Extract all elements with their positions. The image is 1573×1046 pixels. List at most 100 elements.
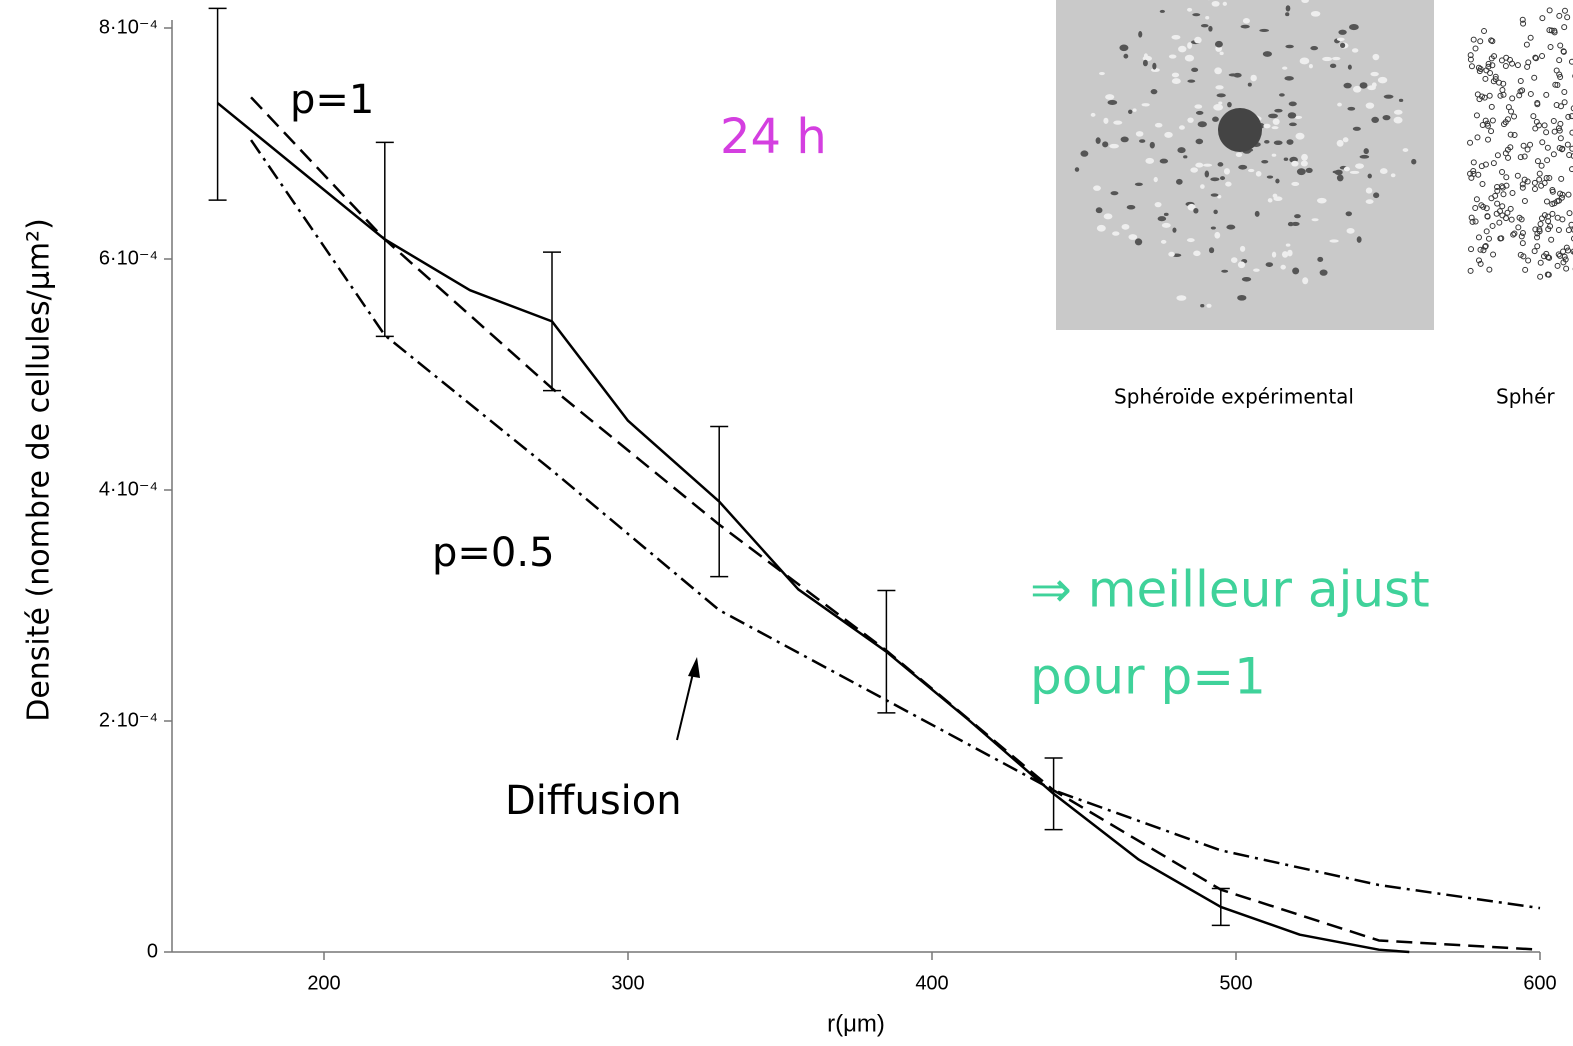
cell <box>1109 143 1119 149</box>
cell <box>1259 28 1270 33</box>
cell <box>1347 106 1356 111</box>
cell <box>1349 24 1359 31</box>
sim-cell <box>1479 181 1486 188</box>
sim-cell <box>1569 145 1573 152</box>
sim-cell <box>1531 74 1538 81</box>
cell <box>1310 45 1319 51</box>
cell <box>1296 168 1306 176</box>
cell <box>1103 213 1113 220</box>
cell <box>1121 224 1130 230</box>
sim-cell <box>1543 198 1550 205</box>
cell <box>1317 256 1324 262</box>
sim-cell <box>1553 102 1560 109</box>
cell <box>1126 204 1136 210</box>
sim-cell <box>1555 125 1562 132</box>
cell <box>1150 68 1160 73</box>
sim-cell <box>1514 172 1521 179</box>
cell <box>1154 201 1162 208</box>
sim-cell <box>1564 14 1571 21</box>
sim-cell <box>1543 175 1550 182</box>
sim-cell <box>1505 154 1512 161</box>
sim-cell <box>1472 45 1479 52</box>
sim-cell <box>1565 113 1572 120</box>
sim-cell <box>1508 216 1515 223</box>
sim-cell <box>1548 27 1555 34</box>
sim-cell <box>1524 178 1531 185</box>
sim-cell <box>1496 208 1503 215</box>
sim-cell <box>1531 179 1538 186</box>
cell <box>1343 82 1352 89</box>
sim-cell <box>1519 16 1526 23</box>
cell <box>1171 72 1180 78</box>
x-tick-label: 200 <box>307 972 340 994</box>
cell <box>1226 224 1236 230</box>
sim-cell <box>1554 81 1561 88</box>
cell <box>1110 191 1119 196</box>
cell <box>1271 126 1279 130</box>
sim-cell <box>1531 186 1538 193</box>
cell <box>1283 157 1289 161</box>
cell <box>1191 67 1199 73</box>
cell <box>1171 34 1181 40</box>
sim-cell <box>1481 28 1488 35</box>
cell <box>1263 123 1271 129</box>
cell <box>1237 294 1247 301</box>
cell <box>1271 153 1277 157</box>
sim-cell <box>1493 210 1500 217</box>
cell <box>1186 238 1195 243</box>
cell <box>1103 117 1109 124</box>
sim-cell <box>1499 184 1506 191</box>
cell <box>1154 122 1163 128</box>
sim-cell <box>1550 151 1557 158</box>
cell <box>1352 85 1362 93</box>
sim-cell <box>1510 231 1517 238</box>
cell <box>1285 44 1294 49</box>
curve <box>250 139 1541 910</box>
sim-cell <box>1503 174 1510 181</box>
cell <box>1294 115 1303 119</box>
sim-cell <box>1483 228 1490 235</box>
cell <box>1248 168 1255 173</box>
cell <box>1099 71 1105 76</box>
cell <box>1204 170 1210 178</box>
sim-cell <box>1568 58 1573 65</box>
cell <box>1205 16 1210 20</box>
cell <box>1190 167 1198 173</box>
cell <box>1208 25 1213 32</box>
sim-cell <box>1534 99 1541 106</box>
cell <box>1291 181 1300 187</box>
sim-cell <box>1543 91 1550 98</box>
cell <box>1262 51 1272 57</box>
sim-cell <box>1514 62 1521 69</box>
sim-cell <box>1524 146 1531 153</box>
cell <box>1351 48 1359 53</box>
cell <box>1240 24 1250 29</box>
sim-cell <box>1570 235 1573 242</box>
cell <box>1255 170 1262 177</box>
x-tick-label: 300 <box>611 972 644 994</box>
cell <box>1210 193 1219 197</box>
cell <box>1285 12 1290 17</box>
cell <box>1219 51 1224 56</box>
sim-cell <box>1564 141 1571 148</box>
cell <box>1200 304 1205 308</box>
sim-cell <box>1570 248 1573 255</box>
sim-cell <box>1475 64 1482 71</box>
cell <box>1096 224 1106 232</box>
time-label: 24 h <box>720 109 827 165</box>
cell <box>1168 54 1177 59</box>
cell <box>1193 250 1201 257</box>
cell <box>1237 261 1246 269</box>
sim-cell <box>1503 54 1510 61</box>
cell <box>1365 199 1374 204</box>
cell <box>1193 207 1199 214</box>
sim-cell <box>1536 176 1543 183</box>
sim-cell <box>1559 146 1566 153</box>
cell <box>1355 163 1364 169</box>
sim-cell <box>1489 38 1496 45</box>
sim-cell <box>1519 230 1526 237</box>
cell <box>1221 269 1229 273</box>
cell <box>1238 164 1248 170</box>
cell <box>1187 117 1194 123</box>
cell <box>1284 76 1294 81</box>
